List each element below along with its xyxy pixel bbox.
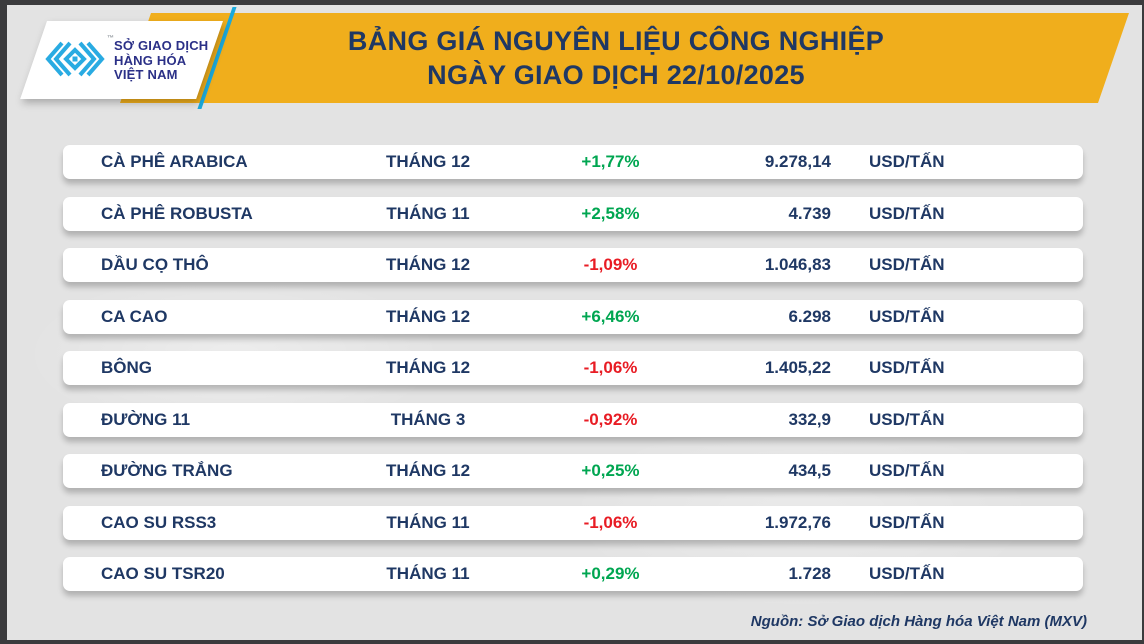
- price-unit: USD/TẤN: [869, 512, 945, 532]
- price-table: CÀ PHÊ ARABICA THÁNG 12 +1,77% 9.278,14 …: [63, 145, 1083, 609]
- contract-month: THÁNG 3: [390, 409, 466, 429]
- commodity-name: CAO SU TSR20: [101, 564, 225, 583]
- percent-change: +1,77%: [581, 152, 640, 171]
- commodity-name: CAO SU RSS3: [101, 512, 217, 532]
- price-unit: USD/TẤN: [869, 306, 945, 326]
- price-value: 1.046,83: [764, 255, 831, 274]
- price-value: 1.972,76: [764, 512, 831, 532]
- price-unit: USD/TẤN: [869, 255, 945, 274]
- table-row: CA CAO THÁNG 12 +6,46% 6.298 USD/TẤN: [63, 299, 1083, 334]
- percent-change: +6,46%: [581, 306, 640, 326]
- percent-change: +0,25%: [581, 461, 640, 480]
- price-value: 1.728: [788, 564, 831, 583]
- price-unit: USD/TẤN: [869, 203, 945, 223]
- contract-month: THÁNG 11: [386, 203, 470, 223]
- mxv-logo: ™ SỞ GIAO DỊCH HÀNG HÓA VIỆT NAM: [43, 33, 223, 89]
- infographic-canvas: ™ SỞ GIAO DỊCH HÀNG HÓA VIỆT NAM BẢNG GI…: [7, 5, 1142, 640]
- table-row: CAO SU TSR20 THÁNG 11 +0,29% 1.728 USD/T…: [63, 557, 1083, 591]
- percent-change: -0,92%: [583, 409, 638, 429]
- logo-text-line2: HÀNG HÓA: [114, 52, 187, 68]
- trademark-symbol: ™: [107, 34, 114, 42]
- percent-change: +2,58%: [581, 203, 640, 223]
- contract-month: THÁNG 12: [385, 358, 471, 377]
- commodity-name: ĐƯỜNG 11: [101, 409, 191, 429]
- contract-month: THÁNG 12: [385, 152, 471, 171]
- percent-change: +0,29%: [581, 564, 640, 583]
- price-value: 9.278,14: [764, 152, 831, 171]
- contract-month: THÁNG 12: [385, 461, 471, 480]
- table-row: CÀ PHÊ ARABICA THÁNG 12 +1,77% 9.278,14 …: [63, 145, 1083, 179]
- price-value: 332,9: [788, 409, 831, 429]
- percent-change: -1,06%: [583, 358, 638, 377]
- price-value: 4.739: [788, 203, 831, 223]
- contract-month: THÁNG 12: [385, 255, 471, 274]
- source-credit: Nguồn: Sở Giao dịch Hàng hóa Việt Nam (M…: [750, 613, 1087, 630]
- percent-change: -1,06%: [583, 512, 638, 532]
- table-row: ĐƯỜNG TRẮNG THÁNG 12 +0,25% 434,5 USD/TẤ…: [63, 454, 1083, 488]
- price-value: 1.405,22: [764, 358, 831, 377]
- title-line-2: NGÀY GIAO DỊCH 22/10/2025: [427, 60, 805, 90]
- table-row: CÀ PHÊ ROBUSTA THÁNG 11 +2,58% 4.739 USD…: [63, 196, 1083, 231]
- commodity-name: CÀ PHÊ ARABICA: [101, 152, 248, 171]
- commodity-name: BÔNG: [101, 358, 152, 377]
- contract-month: THÁNG 11: [386, 564, 470, 583]
- contract-month: THÁNG 11: [386, 512, 470, 532]
- logo-text: SỞ GIAO DỊCH HÀNG HÓA VIỆT NAM: [114, 38, 209, 83]
- price-unit: USD/TẤN: [869, 564, 945, 583]
- percent-change: -1,09%: [583, 255, 638, 274]
- commodity-name: ĐƯỜNG TRẮNG: [101, 461, 233, 480]
- page-title: BẢNG GIÁ NGUYÊN LIỆU CÔNG NGHIỆP NGÀY GI…: [141, 13, 1091, 103]
- price-unit: USD/TẤN: [869, 409, 945, 429]
- price-value: 434,5: [788, 461, 831, 480]
- mxv-chevron-logo-icon: ™: [43, 35, 114, 84]
- price-unit: USD/TẤN: [869, 461, 945, 480]
- price-unit: USD/TẤN: [869, 152, 945, 171]
- table-row: BÔNG THÁNG 12 -1,06% 1.405,22 USD/TẤN: [63, 351, 1083, 385]
- commodity-name: CÀ PHÊ ROBUSTA: [101, 203, 253, 223]
- table-row: ĐƯỜNG 11 THÁNG 3 -0,92% 332,9 USD/TẤN: [63, 402, 1083, 437]
- price-unit: USD/TẤN: [869, 358, 945, 377]
- logo-text-line3: VIỆT NAM: [114, 67, 178, 83]
- title-line-1: BẢNG GIÁ NGUYÊN LIỆU CÔNG NGHIỆP: [347, 25, 885, 56]
- logo-text-line1: SỞ GIAO DỊCH: [114, 38, 209, 54]
- table-row: DẦU CỌ THÔ THÁNG 12 -1,09% 1.046,83 USD/…: [63, 248, 1083, 282]
- contract-month: THÁNG 12: [385, 306, 471, 326]
- table-row: CAO SU RSS3 THÁNG 11 -1,06% 1.972,76 USD…: [63, 505, 1083, 540]
- commodity-name: CA CAO: [101, 306, 168, 326]
- price-value: 6.298: [788, 306, 831, 326]
- commodity-name: DẦU CỌ THÔ: [101, 255, 209, 274]
